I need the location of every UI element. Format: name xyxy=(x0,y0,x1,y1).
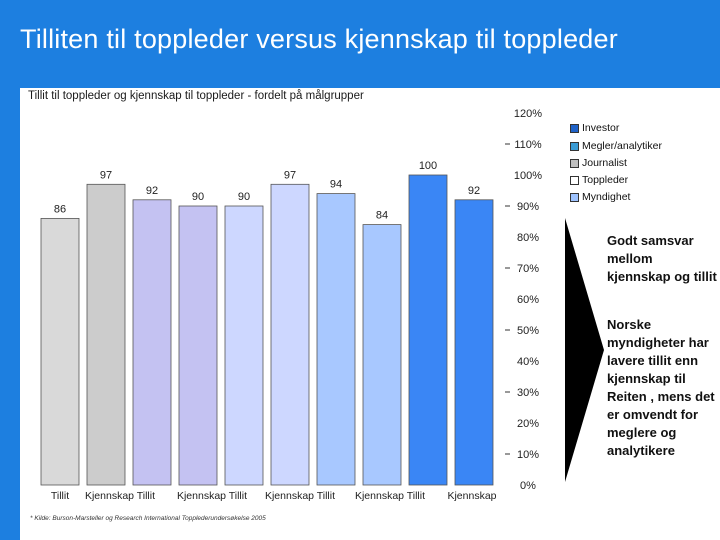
bar xyxy=(224,205,264,486)
data-label: 97 xyxy=(100,169,112,181)
legend-swatch xyxy=(570,158,579,168)
x-tick-label: Kjennskap Tillit xyxy=(265,490,335,502)
y-tick-label: 0% xyxy=(520,480,536,492)
data-label: 84 xyxy=(376,210,388,222)
y-tick-label: 120% xyxy=(514,108,542,120)
legend-label: Myndighet xyxy=(582,191,631,203)
bar xyxy=(178,205,218,486)
legend-swatch xyxy=(570,141,579,151)
pointer-arrow-shape xyxy=(565,218,604,482)
bar xyxy=(270,183,310,486)
legend-item-myndighet: Myndighet xyxy=(570,189,630,205)
legend-item-investor: Investor xyxy=(570,120,619,136)
y-tick-label: 70% xyxy=(517,263,539,275)
data-label: 92 xyxy=(468,185,480,197)
x-tick-label: Kjennskap Tillit xyxy=(177,490,247,502)
annotation-authorities: Norske myndigheter har lavere tillit enn… xyxy=(607,317,715,458)
legend-label: Journalist xyxy=(582,157,627,169)
y-tick-label: 40% xyxy=(517,356,539,368)
y-tick-label: 10% xyxy=(517,449,539,461)
y-tick-label: 80% xyxy=(517,232,539,244)
legend-swatch xyxy=(570,175,579,185)
bar xyxy=(316,193,356,486)
data-label: 97 xyxy=(284,169,296,181)
bar xyxy=(408,174,448,486)
x-tick-label: Kjennskap Tillit xyxy=(355,490,425,502)
data-label: 94 xyxy=(330,179,342,191)
legend-label: Megler/analytiker xyxy=(582,140,662,152)
x-tick-label: Kjennskap Tillit xyxy=(85,490,155,502)
y-tick-label: 60% xyxy=(517,294,539,306)
data-label: 90 xyxy=(238,191,250,203)
legend-item-journalist: Journalist xyxy=(570,155,627,171)
legend-label: Investor xyxy=(582,122,620,134)
legend-item-megler: Megler/analytiker xyxy=(570,138,662,154)
y-tick-label: 90% xyxy=(517,201,539,213)
bar xyxy=(362,224,402,486)
legend-item-toppleder: Toppleder xyxy=(570,172,628,188)
x-tick-label: Kjennskap xyxy=(447,490,496,502)
y-tick-label: 50% xyxy=(517,325,539,337)
bar xyxy=(454,199,494,486)
legend-swatch xyxy=(570,123,579,133)
chart-legend: Investor Megler/analytiker Journalist To… xyxy=(568,118,692,210)
data-label: 90 xyxy=(192,191,204,203)
slide-title: Tilliten til toppleder versus kjennskap … xyxy=(20,24,618,54)
y-tick-label: 20% xyxy=(517,418,539,430)
bar xyxy=(40,217,80,486)
source-footnote: * Kilde: Burson-Marsteller og Research I… xyxy=(30,515,266,522)
annotation-agreement: Godt samsvar mellom kjennskap og tillit xyxy=(607,233,717,284)
data-label: 86 xyxy=(54,203,66,215)
page-number: 50 xyxy=(677,507,690,519)
legend-swatch xyxy=(570,192,579,202)
bar xyxy=(86,183,126,486)
y-tick-label: 110% xyxy=(514,139,542,151)
data-label: 92 xyxy=(146,185,158,197)
bar xyxy=(132,199,172,486)
y-tick-label: 100% xyxy=(514,170,542,182)
legend-label: Toppleder xyxy=(582,174,629,186)
chart-subtitle: Tillit til toppleder og kjennskap til to… xyxy=(28,90,364,102)
x-tick-label: Tillit xyxy=(51,490,69,502)
y-tick-label: 30% xyxy=(517,387,539,399)
data-label: 100 xyxy=(419,160,437,172)
